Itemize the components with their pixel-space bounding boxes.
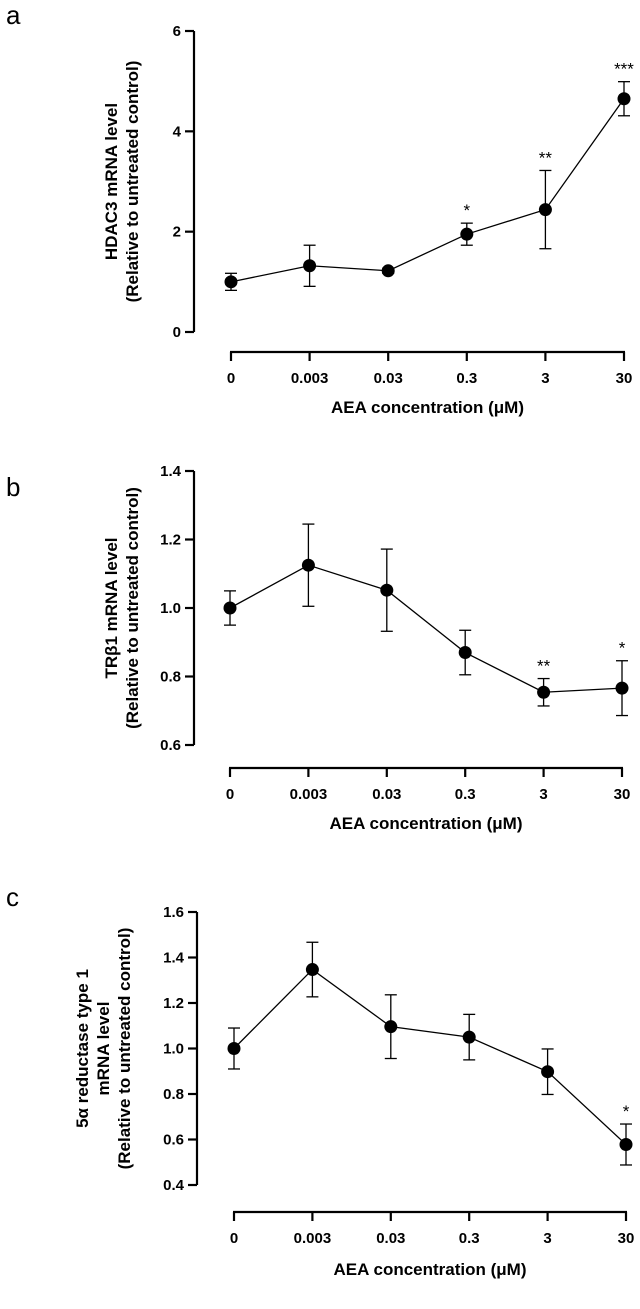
data-point: [538, 203, 552, 217]
series-line: [230, 98, 625, 283]
y-tick-label: 6: [173, 23, 181, 40]
y-tick-label: 0.8: [163, 1086, 184, 1103]
data-point: [462, 1030, 476, 1044]
y-axis-label: TRβ1 mRNA level: [102, 537, 121, 678]
y-axis-label: HDAC3 mRNA level: [102, 103, 121, 260]
data-point: [384, 1020, 398, 1034]
y-tick-label: 2: [173, 224, 181, 241]
data-point: [301, 558, 315, 572]
x-tick-label: 30: [618, 1230, 635, 1247]
y-tick-label: 0.4: [163, 1177, 185, 1194]
data-point: [615, 681, 629, 695]
data-point: [381, 264, 395, 278]
data-point: [537, 685, 551, 699]
chart-panel-c: c 0.4 0.6 0.8 1.0 1.2 1.4 1.6 0 0.003 0.03 0.3 3 30 AE…: [6, 882, 634, 1279]
data-point: [227, 1042, 241, 1055]
x-tick-label: 0.3: [455, 786, 476, 803]
x-tick-label: 0: [230, 1230, 238, 1247]
series-line: [233, 968, 627, 1145]
y-tick-label: 1.0: [163, 1041, 184, 1058]
x-axis-label: AEA concentration (μM): [334, 1260, 527, 1279]
panel-letter: b: [6, 472, 20, 502]
chart-panel-a: a 0 2 4 6 0 0.003 0.03 0.3 3 30 AEA concentration (…: [6, 0, 634, 417]
x-tick-label: 0.3: [459, 1230, 480, 1247]
x-tick-label: 0.03: [376, 1230, 405, 1247]
y-tick-label: 4: [173, 123, 182, 140]
panel-letter: a: [6, 0, 21, 30]
data-point: [619, 1138, 633, 1152]
x-tick-label: 3: [541, 370, 549, 387]
y-tick-label: 1.2: [160, 532, 181, 549]
data-point: [223, 601, 237, 615]
data-point: [617, 92, 631, 106]
y-tick-label: 1.2: [163, 995, 184, 1012]
y-tick-label: 0.8: [160, 669, 181, 686]
x-tick-label: 30: [616, 370, 633, 387]
chart-panel-b: b 0.6 0.8 1.0 1.2 1.4 0 0.003 0.03 0.3 3 30 AEA conc…: [6, 463, 630, 833]
data-point: [303, 259, 317, 273]
significance-marker: ***: [614, 60, 634, 79]
x-tick-label: 0.003: [290, 786, 328, 803]
x-axis-label: AEA concentration (μM): [330, 814, 523, 833]
series-line: [229, 564, 623, 693]
y-axis-label: 5α reductase type 1: [73, 969, 92, 1128]
y-tick-label: 1.6: [163, 904, 184, 921]
y-tick-label: 0.6: [163, 1132, 184, 1149]
data-point: [224, 275, 238, 289]
y-tick-label: 1.4: [163, 950, 185, 967]
x-tick-label: 3: [543, 1230, 551, 1247]
y-tick-label: 1.0: [160, 600, 181, 617]
y-tick-label: 1.4: [160, 463, 182, 480]
x-tick-label: 0: [227, 370, 235, 387]
y-axis-label: (Relative to untreated control): [123, 487, 142, 729]
significance-marker: **: [539, 148, 553, 167]
y-axis-label: (Relative to untreated control): [123, 61, 142, 303]
data-point: [460, 227, 474, 241]
panel-letter: c: [6, 882, 19, 912]
x-tick-label: 0.003: [294, 1230, 332, 1247]
y-axis-label: mRNA level: [94, 1002, 113, 1096]
y-tick-label: 0.6: [160, 737, 181, 754]
x-tick-label: 0: [226, 786, 234, 803]
x-tick-label: 0.3: [456, 370, 477, 387]
significance-marker: *: [623, 1102, 630, 1121]
data-point: [305, 963, 319, 977]
x-axis-label: AEA concentration (μM): [331, 398, 524, 417]
y-tick-label: 0: [173, 324, 181, 341]
data-point: [541, 1065, 555, 1079]
significance-marker: **: [537, 657, 551, 676]
x-tick-label: 3: [539, 786, 547, 803]
x-tick-label: 0.003: [291, 370, 329, 387]
data-point: [458, 646, 472, 660]
y-axis-label: (Relative to untreated control): [115, 928, 134, 1170]
x-tick-label: 0.03: [374, 370, 403, 387]
data-point: [380, 583, 394, 597]
x-tick-label: 0.03: [372, 786, 401, 803]
significance-marker: *: [619, 639, 626, 658]
x-tick-label: 30: [614, 786, 631, 803]
significance-marker: *: [463, 201, 470, 220]
